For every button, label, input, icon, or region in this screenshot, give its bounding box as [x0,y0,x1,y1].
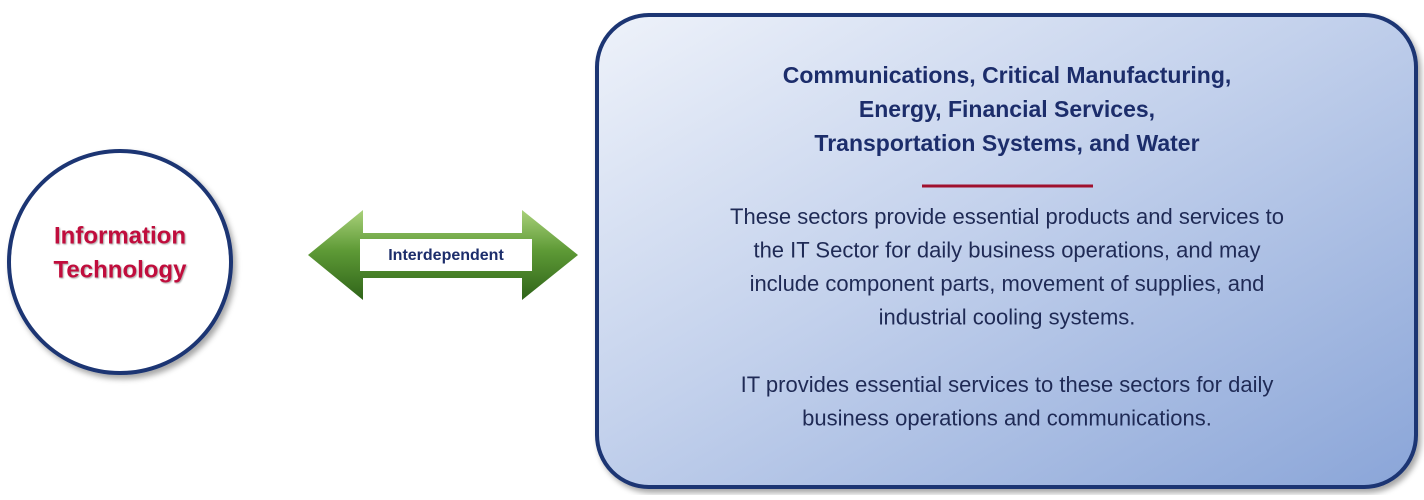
box-paragraph-line: IT provides essential services to these … [741,372,1274,397]
sectors-box [595,13,1418,489]
circle-label-line: Technology [54,256,188,283]
box-title-line: Communications, Critical Manufacturing, [783,62,1232,88]
box-title-line: Energy, Financial Services, [859,96,1155,122]
arrow-label-bg [360,239,532,271]
box-text: Communications, Critical Manufacturing, E… [730,62,1284,430]
box-title-line: Transportation Systems, and Water [814,130,1199,156]
circle-label-line: Information [54,222,186,249]
box-paragraph-line: business operations and communications. [802,405,1212,430]
box-paragraph-line: the IT Sector for daily business operati… [753,237,1260,262]
box-paragraph-line: These sectors provide essential products… [730,204,1284,229]
box-paragraph-line: industrial cooling systems. [879,304,1136,329]
box-paragraph-line: include component parts, movement of sup… [750,271,1265,296]
arrow-label: Interdependent [388,247,504,264]
it-circle [7,149,233,375]
circle-label: Information Technology [54,222,188,283]
